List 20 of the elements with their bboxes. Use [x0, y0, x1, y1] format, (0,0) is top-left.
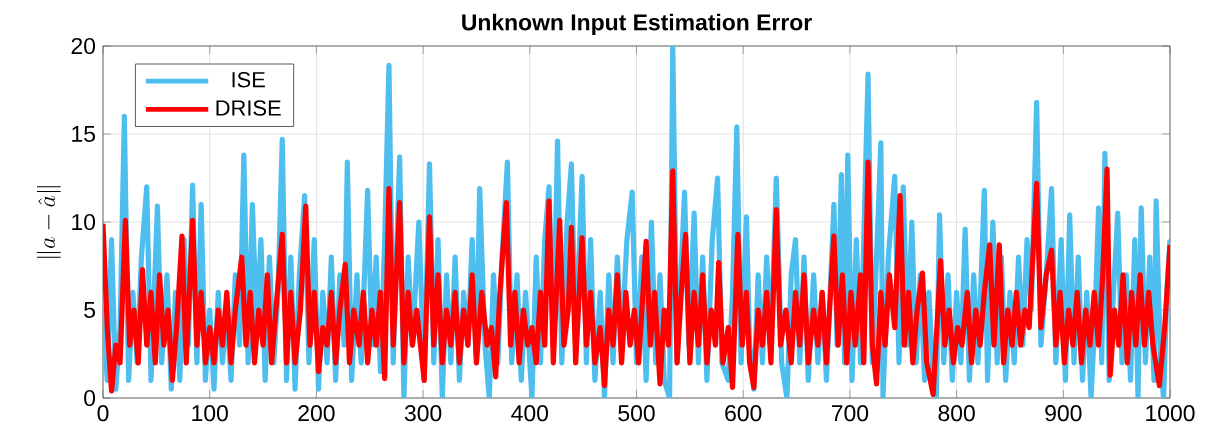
- x-tick-label: 200: [298, 405, 335, 422]
- y-tick-label: 5: [84, 302, 95, 318]
- y-tick-label: 15: [72, 126, 95, 142]
- y-tick-label: 10: [72, 213, 96, 231]
- x-tick-label: 1000: [1146, 405, 1195, 422]
- legend-label: DRISE: [216, 100, 281, 116]
- y-axis-title: $\|a - \hat{a}\|$: [36, 186, 61, 258]
- x-tick-label: 0: [97, 405, 109, 422]
- x-tick-label: 900: [1045, 405, 1082, 422]
- chart-title: Unknown Input Estimation Error: [462, 13, 812, 35]
- x-tick-label: 300: [404, 405, 442, 422]
- y-tick-label: 0: [84, 389, 96, 407]
- legend-label: ISE: [232, 71, 265, 88]
- y-tick-label: 20: [71, 37, 96, 55]
- x-tick-label: 700: [831, 405, 869, 422]
- x-tick-label: 100: [192, 405, 228, 422]
- x-tick-label: 600: [725, 405, 762, 422]
- x-tick-label: 400: [511, 405, 549, 422]
- x-tick-label: 500: [618, 405, 655, 422]
- x-tick-label: 800: [938, 405, 975, 422]
